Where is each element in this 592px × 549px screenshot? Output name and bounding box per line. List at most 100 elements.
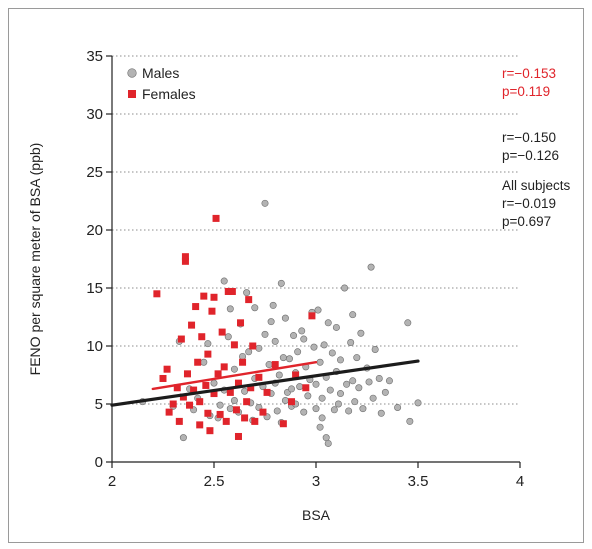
x-tick-label: 2 (108, 473, 116, 490)
female-point (292, 371, 300, 379)
x-tick-label: 3.5 (408, 473, 429, 490)
female-point (218, 328, 226, 336)
male-point (210, 379, 218, 387)
male-point (277, 279, 285, 287)
male-point (334, 400, 342, 408)
male-point (324, 439, 332, 447)
female-point (208, 307, 216, 315)
male-point (281, 314, 289, 322)
all-r: r=−0.019 (502, 196, 556, 211)
male-point (298, 327, 306, 335)
female-point (186, 401, 194, 409)
male-point (290, 332, 298, 340)
y-tick-label: 20 (86, 222, 103, 239)
male-point (351, 398, 359, 406)
male-point (328, 349, 336, 357)
stats-annotations: r=−0.153 p=0.119 r=−0.150 p=−0.126 All s… (502, 66, 571, 229)
female-point (190, 386, 198, 394)
male-point (261, 330, 269, 338)
female-point (181, 253, 189, 261)
series-females (153, 214, 316, 440)
female-point (194, 358, 202, 366)
male-point (318, 394, 326, 402)
x-axis-title: BSA (302, 507, 331, 523)
male-point (300, 408, 308, 416)
female-point (263, 388, 271, 396)
females-r: r=−0.153 (502, 66, 556, 81)
female-point (196, 398, 204, 406)
x-tick-label: 2.5 (204, 473, 225, 490)
series-males (139, 199, 422, 447)
y-tick-label: 15 (86, 280, 103, 297)
y-tick-label: 30 (86, 106, 103, 123)
female-point (204, 350, 212, 358)
female-point (214, 370, 222, 378)
male-point (179, 434, 187, 442)
x-ticks: 2 2.5 3 3.5 4 (108, 462, 524, 490)
female-point (255, 373, 263, 381)
male-point (371, 345, 379, 353)
female-point (259, 408, 267, 416)
x-tick-label: 3 (312, 473, 320, 490)
female-point (222, 417, 230, 425)
male-point (345, 407, 353, 415)
female-point (247, 384, 255, 392)
male-point (326, 386, 334, 394)
male-point (332, 323, 340, 331)
male-point (316, 358, 324, 366)
male-point (273, 407, 281, 415)
female-point (183, 370, 191, 378)
male-point (367, 263, 375, 271)
male-point (216, 401, 224, 409)
male-point (349, 311, 357, 319)
female-point (177, 335, 185, 343)
male-point (330, 406, 338, 414)
male-point (343, 380, 351, 388)
female-point (198, 333, 206, 341)
male-point (275, 371, 283, 379)
male-point (243, 289, 251, 297)
male-point (226, 405, 234, 413)
female-point (228, 287, 236, 295)
female-point (181, 257, 189, 265)
male-point (406, 417, 414, 425)
female-point (175, 417, 183, 425)
male-point (414, 399, 422, 407)
x-tick-label: 4 (516, 473, 524, 490)
female-point (169, 400, 177, 408)
male-point (336, 390, 344, 398)
female-point (251, 417, 259, 425)
male-point (369, 394, 377, 402)
female-point (200, 292, 208, 300)
female-point (249, 342, 257, 350)
male-point (279, 354, 287, 362)
female-point (165, 408, 173, 416)
male-point (310, 343, 318, 351)
legend-females-marker (128, 90, 136, 98)
male-point (312, 405, 320, 413)
male-point (300, 335, 308, 343)
male-point (394, 403, 402, 411)
female-point (232, 406, 240, 414)
male-point (251, 304, 259, 312)
male-point (269, 301, 277, 309)
male-point (353, 354, 361, 362)
legend-males-marker (127, 68, 137, 78)
female-point (212, 214, 220, 222)
female-point (159, 374, 167, 382)
female-point (163, 365, 171, 373)
male-point (230, 365, 238, 373)
female-point (210, 390, 218, 398)
female-point (216, 410, 224, 418)
male-point (355, 384, 363, 392)
male-point (245, 348, 253, 356)
male-point (281, 397, 289, 405)
male-point (322, 434, 330, 442)
female-point (237, 319, 245, 327)
male-point (267, 318, 275, 326)
male-point (294, 348, 302, 356)
y-tick-label: 5 (95, 396, 103, 413)
female-point (173, 384, 181, 392)
male-point (239, 352, 247, 360)
